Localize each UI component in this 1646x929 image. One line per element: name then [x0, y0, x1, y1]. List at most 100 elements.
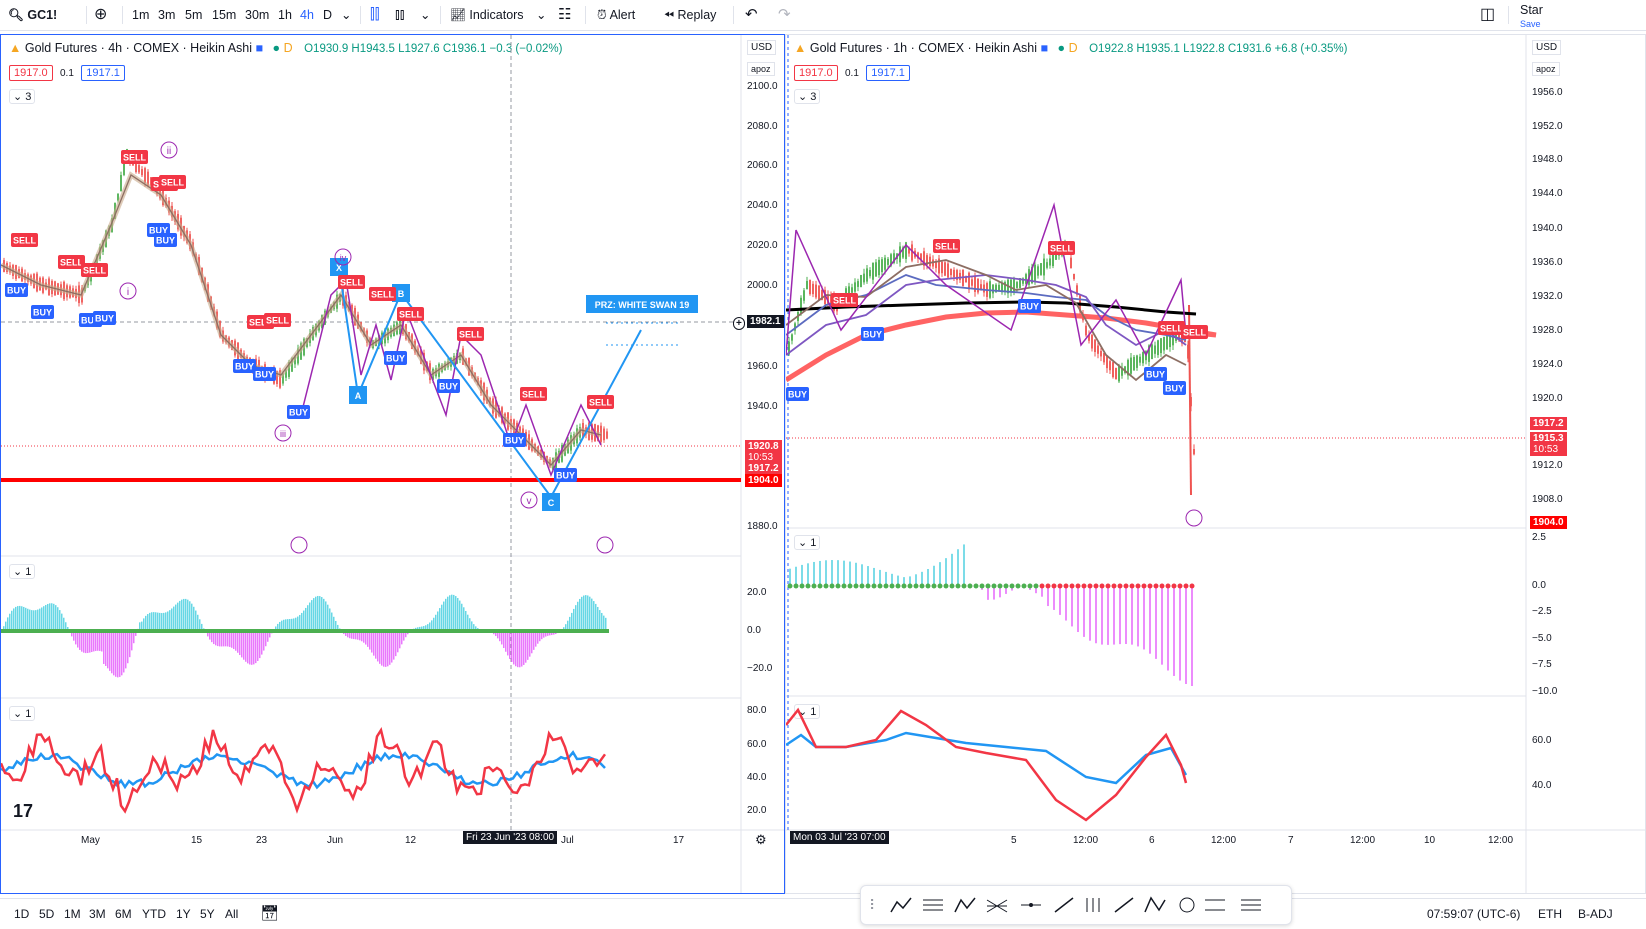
adjust-toggle[interactable]: B-ADJ	[1578, 899, 1613, 929]
interval-1h[interactable]: 1h	[278, 0, 292, 30]
candle-body	[800, 298, 802, 314]
candle-body	[803, 290, 805, 300]
interval-dropdown-icon[interactable]: ⌄	[341, 0, 351, 30]
unit-selector[interactable]: apoz	[747, 62, 775, 76]
divider	[733, 6, 734, 24]
interval-5m[interactable]: 5m	[185, 0, 202, 30]
range-1y[interactable]: 1Y	[176, 899, 191, 929]
add-symbol-icon[interactable]: ⊕	[94, 0, 107, 30]
support-price-label: 1904.0	[1530, 516, 1567, 529]
price-tick: 1940.0	[1532, 223, 1563, 234]
cycle-icon[interactable]	[1180, 898, 1194, 912]
range-3m[interactable]: 3M	[89, 899, 106, 929]
left-chart-pane[interactable]: ▲ Gold Futures · 4h · COMEX · Heikin Ash…	[0, 34, 785, 894]
pattern-tool-icon[interactable]	[891, 898, 911, 912]
range-ytd[interactable]: YTD	[142, 899, 166, 929]
range-5d[interactable]: 5D	[39, 899, 54, 929]
histogram-bar	[597, 607, 599, 631]
pitchfork-icon[interactable]	[987, 900, 1007, 912]
range-1m[interactable]: 1M	[64, 899, 81, 929]
settings-gear-icon[interactable]: ⚙	[755, 832, 767, 848]
zero-dot	[1148, 584, 1153, 589]
drag-handle-icon[interactable]: ⠇	[869, 897, 879, 913]
interval-4h[interactable]: 4h	[300, 0, 314, 30]
histogram-bar	[243, 631, 245, 660]
star-save-button[interactable]: Star Save	[1520, 3, 1543, 33]
interval-3m[interactable]: 3m	[158, 0, 175, 30]
range-1d[interactable]: 1D	[14, 899, 29, 929]
horizontal-line-icon[interactable]	[1021, 903, 1041, 907]
histogram-bar	[459, 601, 461, 631]
indicators-button[interactable]: 📈︎ Indicators	[450, 0, 524, 30]
histogram-bar	[367, 631, 369, 647]
histogram-bar	[33, 610, 35, 631]
currency-selector[interactable]: USD	[1532, 40, 1561, 55]
ray-icon[interactable]	[1115, 898, 1133, 912]
histogram-bar	[319, 596, 321, 631]
zero-dot	[854, 584, 859, 589]
tradingview-logo-icon[interactable]: 17	[13, 801, 33, 821]
interval-30m[interactable]: 30m	[245, 0, 269, 30]
bar-countdown: 10:53	[1533, 444, 1564, 455]
indicators-dropdown-icon[interactable]: ⌄	[536, 0, 546, 30]
layout-grid-icon[interactable]: ☷	[558, 0, 571, 30]
candle-body	[953, 270, 955, 277]
histogram-bar	[569, 617, 571, 631]
histogram-bar	[215, 631, 217, 645]
trend-line-icon[interactable]	[1055, 898, 1073, 912]
range-6m[interactable]: 6M	[115, 899, 132, 929]
undo-icon[interactable]: ↶	[745, 0, 758, 30]
candle-body	[606, 431, 608, 438]
candles-icon[interactable]: ⫿⫿	[370, 0, 380, 30]
range-all[interactable]: All	[225, 899, 238, 929]
unit-selector[interactable]: apoz	[1532, 62, 1560, 76]
interval-d[interactable]: D	[323, 0, 332, 30]
chart-type-dropdown-icon[interactable]: ⌄	[420, 0, 430, 30]
range-5y[interactable]: 5Y	[200, 899, 215, 929]
session-toggle[interactable]: ETH	[1538, 899, 1562, 929]
symbol-search[interactable]: 🔍︎ GC1!	[8, 0, 57, 30]
lightning-icon[interactable]	[597, 537, 613, 553]
calendar-icon[interactable]: 📅︎	[260, 899, 279, 929]
long-position-icon[interactable]	[1205, 900, 1225, 910]
osc-tick: 40.0	[747, 772, 766, 783]
clock-timezone[interactable]: 07:59:07 (UTC-6)	[1427, 899, 1520, 929]
bars-icon[interactable]: ⫾⫾	[395, 0, 405, 30]
xabcd-icon[interactable]	[1145, 898, 1165, 912]
currency-selector[interactable]: USD	[747, 40, 776, 55]
split-layout-icon[interactable]: ◫	[1480, 0, 1495, 30]
right-chart-pane[interactable]: ▲ Gold Futures · 1h · COMEX · Heikin Ash…	[785, 34, 1646, 894]
zero-dot	[1046, 584, 1051, 589]
histogram-bar	[179, 601, 181, 631]
candle-body	[1097, 346, 1099, 354]
add-alert-plus-icon[interactable]: +	[733, 317, 745, 330]
star-label: Star	[1520, 3, 1543, 17]
zero-dot	[1184, 584, 1189, 589]
histogram-bar	[599, 610, 601, 631]
volume-profile-icon[interactable]	[1087, 898, 1099, 912]
sell-signal-tag: SELL	[397, 307, 424, 321]
redo-icon[interactable]: ↷	[778, 0, 791, 30]
divider	[1508, 6, 1509, 24]
histogram-bar	[119, 631, 121, 677]
replay-button[interactable]: ⏪︎ Replay	[664, 0, 716, 30]
fib-tool-icon[interactable]	[923, 900, 943, 910]
interval-1m[interactable]: 1m	[132, 0, 149, 30]
alert-button[interactable]: ⏰︎ Alert	[597, 0, 635, 30]
histogram-bar	[53, 604, 55, 631]
price-tick: 1956.0	[1532, 87, 1563, 98]
histogram-bar	[503, 631, 505, 648]
time-tick: 12:00	[1488, 835, 1513, 846]
histogram-bar	[313, 598, 315, 631]
zero-dot	[842, 584, 847, 589]
short-position-icon[interactable]	[1241, 900, 1261, 910]
divider	[440, 6, 441, 24]
interval-15m[interactable]: 15m	[212, 0, 236, 30]
wave-label-iii: iii	[275, 425, 291, 441]
lightning-icon[interactable]	[1186, 510, 1202, 526]
histogram-bar	[149, 613, 151, 631]
elliott-wave-icon[interactable]	[955, 898, 975, 912]
svg-text:iii: iii	[280, 429, 286, 439]
events-icon[interactable]	[291, 537, 307, 553]
